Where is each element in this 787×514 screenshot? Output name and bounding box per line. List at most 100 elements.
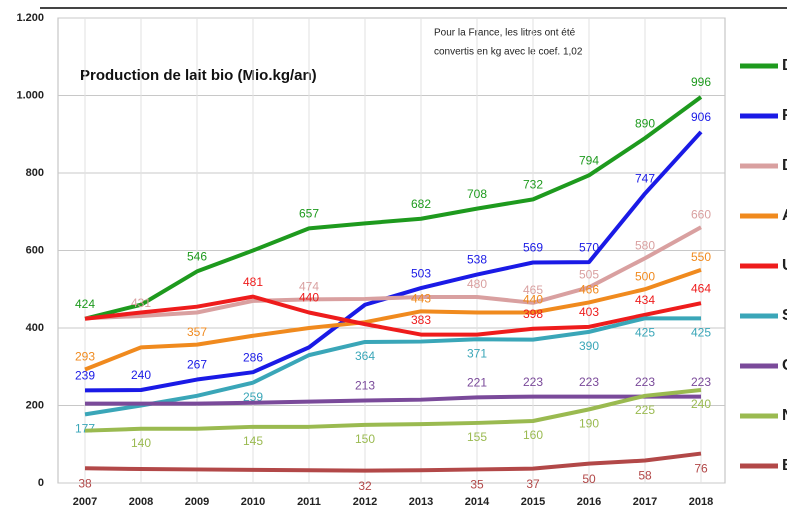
legend-label: DE — [782, 57, 787, 74]
legend-label: UK — [782, 257, 787, 274]
data-label: 425 — [691, 325, 711, 339]
data-label: 660 — [691, 207, 711, 221]
y-tick-label: 1.200 — [16, 12, 44, 24]
data-label: 190 — [579, 417, 599, 431]
annotation: Pour la France, les litres ont été — [434, 28, 576, 39]
data-label: 431 — [131, 296, 151, 310]
x-tick-label: 2007 — [73, 496, 97, 508]
series-line — [84, 388, 702, 433]
data-label: 286 — [243, 350, 263, 364]
series-line — [84, 95, 703, 321]
data-label: 424 — [75, 297, 95, 311]
data-label: 657 — [299, 207, 319, 221]
data-label: 223 — [691, 375, 711, 389]
x-tick-label: 2014 — [465, 496, 490, 508]
y-tick-label: 600 — [26, 244, 44, 256]
data-label: 259 — [243, 390, 263, 404]
legend-label: NL — [782, 407, 787, 424]
y-tick-label: 400 — [26, 322, 44, 334]
legend-label: AT — [782, 207, 787, 224]
data-label: 390 — [579, 339, 599, 353]
data-label: 708 — [467, 187, 487, 201]
data-label: 50 — [582, 472, 596, 486]
data-label: 35 — [470, 478, 484, 492]
data-label: 293 — [75, 350, 95, 364]
annotation: convertis en kg avec le coef. 1,02 — [434, 47, 583, 58]
x-tick-label: 2015 — [521, 496, 545, 508]
data-label: 38 — [78, 476, 92, 490]
legend-label: DK — [782, 157, 787, 174]
chart-title: Production de lait bio (Mio.kg/an) — [80, 67, 317, 84]
data-label: 32 — [358, 479, 372, 493]
data-label: 223 — [579, 375, 599, 389]
legend-label: BE — [782, 457, 787, 474]
data-label: 364 — [355, 349, 375, 363]
series-line — [84, 451, 702, 473]
data-label: 240 — [131, 368, 151, 382]
data-label: 550 — [691, 250, 711, 264]
data-label: 538 — [467, 253, 487, 267]
data-label: 569 — [523, 241, 543, 255]
data-label: 996 — [691, 75, 711, 89]
data-label: 403 — [579, 305, 599, 319]
data-label: 213 — [355, 379, 375, 393]
data-label: 37 — [526, 477, 540, 491]
data-label: 398 — [523, 307, 543, 321]
data-label: 570 — [579, 240, 599, 254]
data-label: 221 — [467, 376, 487, 390]
data-label: 465 — [523, 283, 543, 297]
legend-label: SE — [782, 307, 787, 324]
series-line — [84, 225, 702, 321]
data-label: 434 — [635, 293, 655, 307]
series-line — [84, 316, 701, 417]
data-label: 466 — [579, 283, 599, 297]
data-label: 580 — [635, 238, 655, 252]
data-label: 76 — [694, 462, 708, 476]
data-label: 747 — [635, 172, 655, 186]
data-label: 145 — [243, 434, 263, 448]
data-label: 682 — [411, 197, 431, 211]
x-tick-label: 2009 — [185, 496, 209, 508]
x-tick-label: 2016 — [577, 496, 601, 508]
data-label: 160 — [523, 428, 543, 442]
y-tick-label: 0 — [38, 477, 44, 489]
data-label: 140 — [131, 436, 151, 450]
data-label: 223 — [523, 375, 543, 389]
x-tick-label: 2011 — [297, 496, 321, 508]
data-label: 150 — [355, 432, 375, 446]
legend-label: FR — [782, 107, 787, 124]
data-label: 500 — [635, 269, 655, 283]
data-label: 505 — [579, 267, 599, 281]
data-label: 383 — [411, 313, 431, 327]
legend-label: CH — [782, 357, 787, 374]
x-tick-label: 2012 — [353, 496, 377, 508]
data-label: 481 — [243, 275, 263, 289]
data-label: 440 — [299, 291, 319, 305]
data-label: 267 — [187, 358, 207, 372]
data-label: 223 — [635, 375, 655, 389]
data-label: 443 — [411, 292, 431, 306]
series-line — [84, 267, 702, 372]
x-tick-label: 2008 — [129, 496, 153, 508]
x-tick-label: 2010 — [241, 496, 265, 508]
x-tick-label: 2017 — [633, 496, 657, 508]
series-line — [85, 394, 701, 406]
y-tick-label: 800 — [26, 167, 44, 179]
data-label: 794 — [579, 153, 599, 167]
data-label: 546 — [187, 250, 207, 264]
data-label: 239 — [75, 369, 95, 383]
y-tick-label: 200 — [26, 399, 44, 411]
y-tick-label: 1.000 — [16, 89, 44, 101]
data-label: 240 — [691, 397, 711, 411]
data-label: 503 — [411, 266, 431, 280]
data-label: 474 — [299, 279, 319, 293]
data-label: 464 — [691, 281, 711, 295]
data-label: 357 — [187, 325, 207, 339]
data-label: 371 — [467, 346, 487, 360]
data-label: 155 — [467, 430, 487, 444]
data-label: 890 — [635, 116, 655, 130]
data-label: 480 — [467, 277, 487, 291]
data-label: 225 — [635, 403, 655, 417]
x-tick-label: 2018 — [689, 496, 713, 508]
series-line — [84, 294, 702, 337]
